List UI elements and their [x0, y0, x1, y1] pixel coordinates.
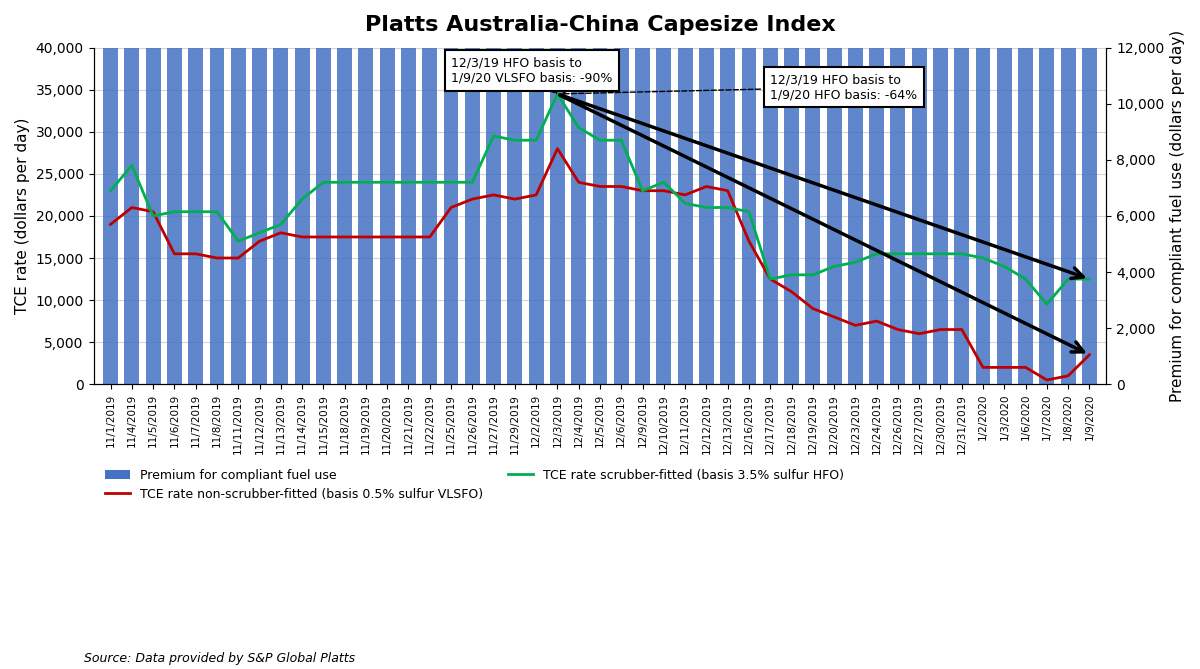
Bar	[763, 0, 778, 384]
Bar	[827, 0, 841, 384]
Legend: Premium for compliant fuel use, TCE rate non-scrubber-fitted (basis 0.5% sulfur : Premium for compliant fuel use, TCE rate…	[100, 464, 848, 506]
Bar	[230, 0, 246, 384]
Bar	[401, 0, 416, 384]
Bar	[464, 0, 480, 384]
Bar	[698, 0, 714, 384]
Bar	[167, 0, 182, 384]
Title: Platts Australia-China Capesize Index: Platts Australia-China Capesize Index	[365, 15, 835, 35]
Bar	[1039, 0, 1055, 384]
Bar	[337, 0, 352, 384]
Bar	[997, 0, 1012, 384]
Bar	[614, 0, 629, 384]
Bar	[593, 0, 607, 384]
Bar	[422, 0, 437, 384]
Bar	[379, 0, 395, 384]
Bar	[103, 0, 118, 384]
Bar	[295, 0, 310, 384]
Bar	[125, 0, 139, 384]
Bar	[1061, 0, 1075, 384]
Bar	[571, 0, 586, 384]
Bar	[848, 0, 863, 384]
Bar	[145, 0, 161, 384]
Bar	[784, 0, 799, 384]
Bar	[805, 0, 821, 384]
Text: 12/3/19 HFO basis to
1/9/20 HFO basis: -64%: 12/3/19 HFO basis to 1/9/20 HFO basis: -…	[562, 73, 917, 101]
Bar	[316, 0, 331, 384]
Bar	[550, 0, 565, 384]
Bar	[742, 0, 756, 384]
Bar	[934, 0, 948, 384]
Bar	[678, 0, 692, 384]
Bar	[529, 0, 544, 384]
Bar	[274, 0, 288, 384]
Bar	[954, 0, 970, 384]
Bar	[444, 0, 458, 384]
Bar	[912, 0, 926, 384]
Bar	[1082, 0, 1097, 384]
Bar	[720, 0, 736, 384]
Bar	[1018, 0, 1033, 384]
Y-axis label: TCE rate (dollars per day): TCE rate (dollars per day)	[14, 118, 30, 314]
Bar	[359, 0, 373, 384]
Bar	[635, 0, 650, 384]
Bar	[976, 0, 990, 384]
Text: Source: Data provided by S&P Global Platts: Source: Data provided by S&P Global Plat…	[84, 652, 355, 665]
Bar	[890, 0, 905, 384]
Bar	[252, 0, 266, 384]
Bar	[210, 0, 224, 384]
Bar	[869, 0, 884, 384]
Bar	[188, 0, 203, 384]
Bar	[656, 0, 671, 384]
Bar	[486, 0, 502, 384]
Text: 12/3/19 HFO basis to
1/9/20 VLSFO basis: -90%: 12/3/19 HFO basis to 1/9/20 VLSFO basis:…	[451, 56, 612, 94]
Y-axis label: Premium for compliant fuel use (dollars per day): Premium for compliant fuel use (dollars …	[1170, 30, 1186, 402]
Bar	[508, 0, 522, 384]
